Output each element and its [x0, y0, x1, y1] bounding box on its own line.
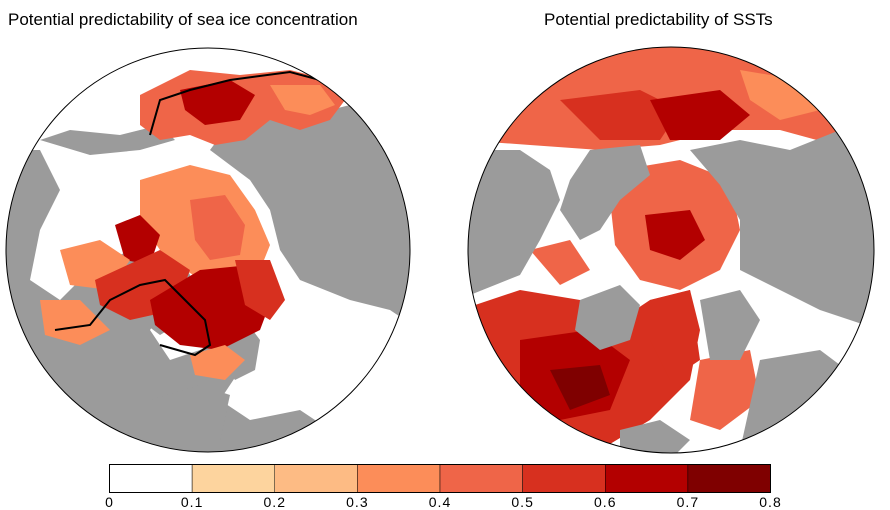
maps-canvas — [5, 46, 875, 454]
colorbar-tick-label: 0.4 — [428, 494, 452, 510]
colorbar-segment — [687, 464, 771, 493]
colorbar-tick-label: 0.6 — [594, 494, 617, 510]
colorbar-segment — [274, 464, 358, 493]
sst-map-border — [467, 46, 875, 454]
colorbar-tick-label: 0.2 — [263, 494, 286, 510]
sea-ice-contour-north — [149, 70, 321, 136]
colorbar-tick-label: 0 — [105, 494, 114, 510]
colorbar-tick-label: 0.3 — [346, 494, 369, 510]
colorbar-tick-label: 0.1 — [180, 494, 204, 510]
sst-map — [468, 47, 874, 453]
colorbar-segment — [522, 464, 606, 493]
panel-title-sst: Potential predictability of SSTs — [544, 10, 773, 29]
colorbar-tick-label: 0.7 — [676, 494, 700, 510]
colorbar-segment — [191, 464, 275, 493]
colorbar-segment — [357, 464, 441, 493]
colorbar — [109, 464, 771, 493]
sea-ice-map-border — [5, 47, 411, 453]
colorbar-segment — [605, 464, 689, 493]
colorbar-tick-label: 0.5 — [511, 494, 534, 510]
colorbar-tick-label: 0.8 — [759, 494, 782, 510]
sea-ice-contour-south — [54, 278, 212, 357]
sea-ice-map — [6, 48, 410, 452]
sea-ice-predictability-field — [40, 70, 345, 380]
colorbar-segment — [109, 464, 193, 493]
panel-title-sea-ice: Potential predictability of sea ice conc… — [8, 10, 358, 29]
colorbar-segment — [439, 464, 523, 493]
